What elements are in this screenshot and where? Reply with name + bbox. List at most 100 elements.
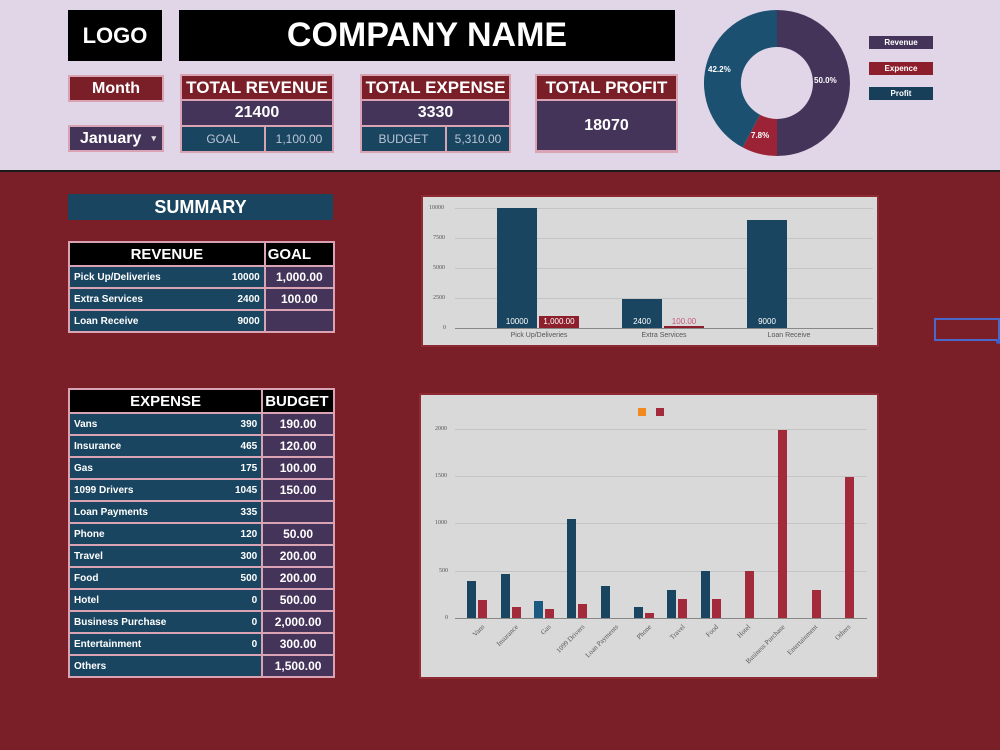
row-value: 9000 xyxy=(237,315,260,327)
chevron-down-icon[interactable]: ▾ xyxy=(151,133,156,143)
y-tick: 0 xyxy=(445,615,448,621)
bar-expense-phone[interactable] xyxy=(634,607,643,618)
row-name: Extra Services xyxy=(74,293,143,305)
kpi-total-profit: TOTAL PROFIT 18070 xyxy=(535,74,678,153)
legend-swatch-budget xyxy=(656,408,664,416)
month-dropdown[interactable]: January ▾ xyxy=(68,125,164,152)
bar-budget-1099-drivers[interactable] xyxy=(578,604,587,618)
row-value: 390 xyxy=(240,418,258,430)
gridline xyxy=(455,238,873,239)
bar-expense-vans[interactable] xyxy=(467,581,476,618)
bar-revenue-loan[interactable] xyxy=(747,220,787,328)
row-value: 335 xyxy=(240,506,258,518)
table-row: 1099 Drivers 1045 150.00 xyxy=(70,480,333,500)
row-budget[interactable] xyxy=(263,502,333,522)
row-name: Travel xyxy=(74,550,103,562)
bar-budget-gas[interactable] xyxy=(545,609,554,618)
x-category-label: Loan Receive xyxy=(767,332,811,339)
legend-revenue: Revenue xyxy=(869,36,933,49)
month-value: January xyxy=(80,129,142,147)
row-name: Food xyxy=(74,572,99,584)
row-name: Loan Payments xyxy=(74,506,148,518)
gridline xyxy=(455,523,867,524)
table-row: Loan Receive 9000 xyxy=(70,311,333,331)
bar-budget-travel[interactable] xyxy=(678,599,687,618)
budget-header: BUDGET xyxy=(263,390,333,412)
row-goal[interactable]: 1,000.00 xyxy=(265,267,333,287)
x-axis xyxy=(455,328,873,329)
kpi-title: TOTAL EXPENSE xyxy=(362,76,509,99)
revenue-bar-chart[interactable]: 10000 7500 5000 2500 0 10000 1,000.00 24… xyxy=(421,195,879,347)
bar-expense-1099-drivers[interactable] xyxy=(567,519,576,618)
kpi-title: TOTAL PROFIT xyxy=(537,76,676,99)
x-category-label: Others xyxy=(833,623,853,642)
table-row: Others 1,500.00 xyxy=(70,656,333,676)
bar-expense-loan-payments[interactable] xyxy=(601,586,610,618)
bar-expense-insurance[interactable] xyxy=(501,574,510,618)
row-budget[interactable]: 150.00 xyxy=(263,480,333,500)
x-category-label: 1099 Drivers xyxy=(555,623,587,655)
row-value: 465 xyxy=(240,440,258,452)
bar-expense-gas[interactable] xyxy=(534,601,543,618)
revenue-header: REVENUE xyxy=(70,243,264,265)
donut-label-profit: 42.2% xyxy=(708,65,731,74)
bar-budget-business-purchase[interactable] xyxy=(778,430,787,618)
bar-budget-vans[interactable] xyxy=(478,600,487,618)
x-category-label: Insurance xyxy=(494,623,520,648)
row-name: Pick Up/Deliveries xyxy=(74,271,161,283)
gridline xyxy=(455,298,873,299)
bar-budget-food[interactable] xyxy=(712,599,721,618)
row-budget[interactable]: 300.00 xyxy=(263,634,333,654)
row-budget[interactable]: 200.00 xyxy=(263,568,333,588)
bar-budget-others[interactable] xyxy=(845,477,854,618)
kpi-total-revenue: TOTAL REVENUE 21400 GOAL 1,100.00 xyxy=(180,74,334,153)
bar-goal-pickup[interactable] xyxy=(539,316,579,328)
row-budget[interactable]: 1,500.00 xyxy=(263,656,333,676)
logo: LOGO xyxy=(68,10,162,61)
row-value: 2400 xyxy=(237,293,260,305)
selected-cell[interactable] xyxy=(934,318,1000,341)
expense-bar-chart[interactable]: 2000 1500 1000 500 0 Vans Insurance Gas … xyxy=(419,393,879,679)
row-budget[interactable]: 200.00 xyxy=(263,546,333,566)
kpi-total-expense: TOTAL EXPENSE 3330 BUDGET 5,310.00 xyxy=(360,74,511,153)
fill-handle[interactable] xyxy=(996,339,1000,344)
bar-budget-hotel[interactable] xyxy=(745,571,754,618)
bar-revenue-pickup[interactable] xyxy=(497,208,537,328)
y-tick: 1500 xyxy=(435,473,447,479)
bar-expense-food[interactable] xyxy=(701,571,710,618)
donut-slice-expense xyxy=(742,114,777,157)
row-goal[interactable]: 100.00 xyxy=(265,289,333,309)
bar-revenue-extra[interactable] xyxy=(622,299,662,328)
kpi-sub-label: BUDGET xyxy=(362,127,445,151)
row-value: 300 xyxy=(240,550,258,562)
kpi-value: 18070 xyxy=(537,101,676,150)
table-row: Business Purchase 0 2,000.00 xyxy=(70,612,333,632)
bar-budget-phone[interactable] xyxy=(645,613,654,618)
row-budget[interactable]: 120.00 xyxy=(263,436,333,456)
x-category-label: Gas xyxy=(539,623,553,637)
x-axis xyxy=(455,618,867,619)
bar-goal-extra[interactable] xyxy=(664,326,704,328)
bar-budget-insurance[interactable] xyxy=(512,607,521,618)
table-row: Pick Up/Deliveries 10000 1,000.00 xyxy=(70,267,333,287)
row-name: Entertainment xyxy=(74,638,142,650)
bar-expense-travel[interactable] xyxy=(667,590,676,618)
row-budget[interactable]: 2,000.00 xyxy=(263,612,333,632)
row-budget[interactable]: 190.00 xyxy=(263,414,333,434)
x-category-label: Phone xyxy=(634,623,653,642)
bar-budget-entertainment[interactable] xyxy=(812,590,821,618)
x-category-label: Vans xyxy=(471,623,487,639)
gridline xyxy=(455,476,867,477)
row-goal[interactable] xyxy=(265,311,333,331)
goal-header: GOAL xyxy=(265,243,333,265)
table-row: Entertainment 0 300.00 xyxy=(70,634,333,654)
kpi-value: 3330 xyxy=(362,101,509,125)
row-budget[interactable]: 500.00 xyxy=(263,590,333,610)
y-tick: 2500 xyxy=(433,295,445,301)
y-tick: 5000 xyxy=(433,265,445,271)
kpi-sub-value: 1,100.00 xyxy=(266,127,332,151)
row-budget[interactable]: 100.00 xyxy=(263,458,333,478)
row-value: 120 xyxy=(240,528,258,540)
row-budget[interactable]: 50.00 xyxy=(263,524,333,544)
y-tick: 10000 xyxy=(429,205,444,211)
